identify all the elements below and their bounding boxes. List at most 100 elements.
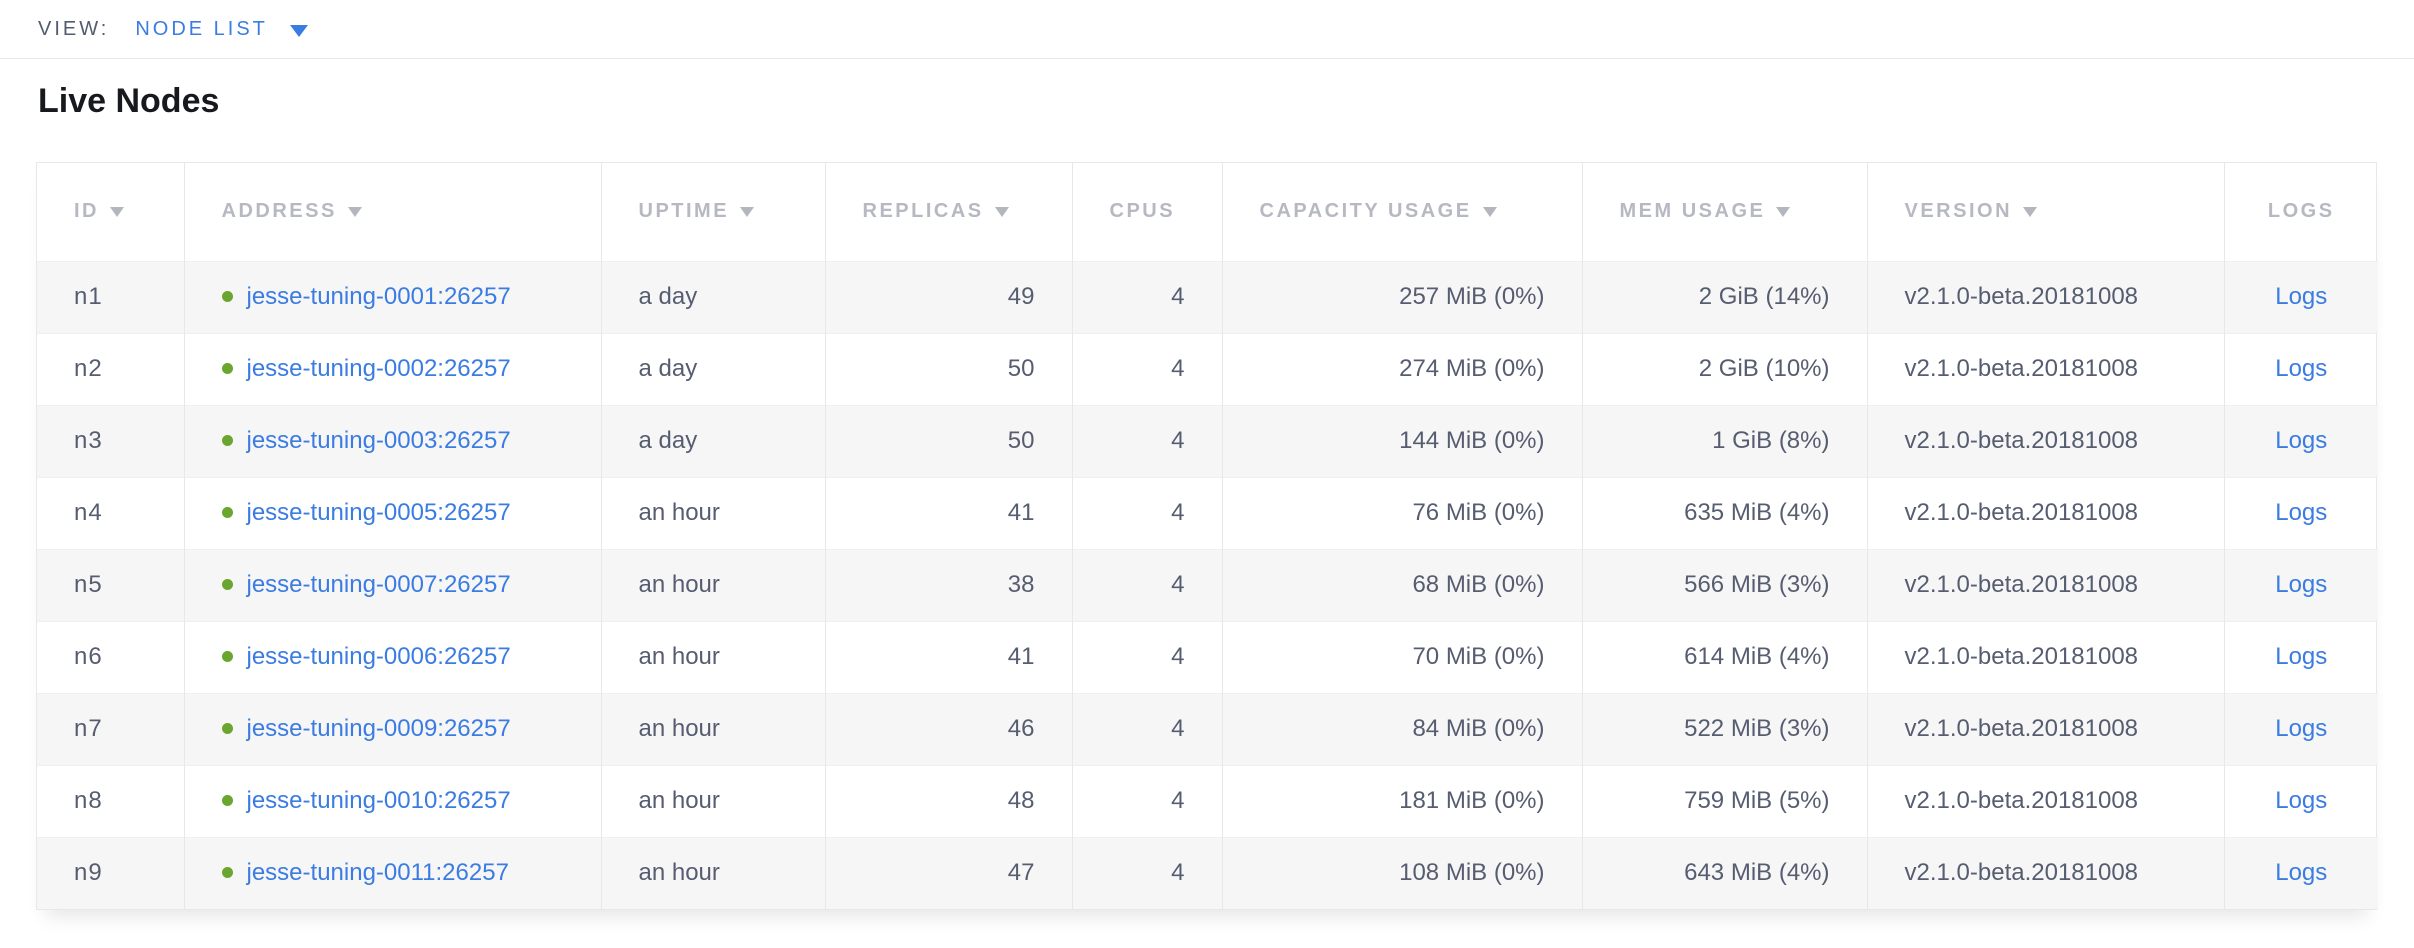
cell-cpus: 4 xyxy=(1072,549,1222,621)
node-logs-link[interactable]: Logs xyxy=(2275,355,2327,382)
cell-id: n6 xyxy=(37,621,184,693)
node-address-link[interactable]: jesse-tuning-0003:26257 xyxy=(247,427,511,454)
column-header-replicas[interactable]: REPLICAS xyxy=(825,163,1072,261)
cell-id: n7 xyxy=(37,693,184,765)
cell-version: v2.1.0-beta.20181008 xyxy=(1867,405,2224,477)
cell-mem: 635 MiB (4%) xyxy=(1582,477,1867,549)
cell-version: v2.1.0-beta.20181008 xyxy=(1867,333,2224,405)
column-header-label: CPUS xyxy=(1110,200,1176,222)
cell-id: n1 xyxy=(37,261,184,333)
view-bar: VIEW: NODE LIST xyxy=(0,0,2414,59)
cell-mem: 522 MiB (3%) xyxy=(1582,693,1867,765)
cell-replicas: 41 xyxy=(825,477,1072,549)
cell-address: jesse-tuning-0010:26257 xyxy=(184,765,601,837)
dropdown-arrow-icon xyxy=(290,25,308,37)
cell-uptime: a day xyxy=(601,405,825,477)
node-logs-link[interactable]: Logs xyxy=(2275,283,2327,310)
cell-cpus: 4 xyxy=(1072,477,1222,549)
cell-logs: Logs xyxy=(2224,261,2378,333)
cell-id: n2 xyxy=(37,333,184,405)
cell-logs: Logs xyxy=(2224,765,2378,837)
cell-id: n4 xyxy=(37,477,184,549)
node-logs-link[interactable]: Logs xyxy=(2275,715,2327,742)
node-address-link[interactable]: jesse-tuning-0011:26257 xyxy=(247,859,509,886)
cell-id: n5 xyxy=(37,549,184,621)
cell-replicas: 38 xyxy=(825,549,1072,621)
cell-capacity: 70 MiB (0%) xyxy=(1222,621,1582,693)
cell-uptime: an hour xyxy=(601,693,825,765)
cell-cpus: 4 xyxy=(1072,837,1222,909)
table-row: n4 jesse-tuning-0005:26257 an hour41476 Mi… xyxy=(37,477,2378,549)
node-address-link[interactable]: jesse-tuning-0006:26257 xyxy=(247,643,511,670)
cell-version: v2.1.0-beta.20181008 xyxy=(1867,837,2224,909)
column-header-id[interactable]: ID xyxy=(37,163,184,261)
cell-logs: Logs xyxy=(2224,405,2378,477)
node-address-link[interactable]: jesse-tuning-0010:26257 xyxy=(247,787,511,814)
cell-address: jesse-tuning-0006:26257 xyxy=(184,621,601,693)
column-header-cpus: CPUS xyxy=(1072,163,1222,261)
node-logs-link[interactable]: Logs xyxy=(2275,499,2327,526)
cell-replicas: 46 xyxy=(825,693,1072,765)
table-row: n5jesse-tuning-0007:26257an hour38468 Mi… xyxy=(37,549,2378,621)
node-status-icon xyxy=(222,867,233,878)
cell-version: v2.1.0-beta.20181008 xyxy=(1867,621,2224,693)
node-status-icon xyxy=(222,651,233,662)
cell-version: v2.1.0-beta.20181008 xyxy=(1867,765,2224,837)
node-logs-link[interactable]: Logs xyxy=(2275,859,2327,886)
column-header-mem[interactable]: MEM USAGE xyxy=(1582,163,1867,261)
node-address-link[interactable]: jesse-tuning-0007:26257 xyxy=(247,571,511,598)
cell-replicas: 49 xyxy=(825,261,1072,333)
node-logs-link[interactable]: Logs xyxy=(2275,643,2327,670)
column-header-version[interactable]: VERSION xyxy=(1867,163,2224,261)
cell-logs: Logs xyxy=(2224,477,2378,549)
cell-uptime: a day xyxy=(601,333,825,405)
column-header-uptime[interactable]: UPTIME xyxy=(601,163,825,261)
cell-id: n9 xyxy=(37,837,184,909)
node-status-icon xyxy=(222,435,233,446)
cell-id: n8 xyxy=(37,765,184,837)
column-header-label: UPTIME xyxy=(639,200,730,222)
node-logs-link[interactable]: Logs xyxy=(2275,787,2327,814)
table-row: n1jesse-tuning-0001:26257a day494257 MiB… xyxy=(37,261,2378,333)
node-address-link[interactable]: jesse-tuning-0001:26257 xyxy=(247,283,511,310)
cell-mem: 1 GiB (8%) xyxy=(1582,405,1867,477)
node-address-link[interactable]: jesse-tuning-0002:26257 xyxy=(247,355,511,382)
cell-uptime: an hour xyxy=(601,477,825,549)
cell-uptime: a day xyxy=(601,261,825,333)
node-address-link[interactable]: jesse-tuning-0009:26257 xyxy=(247,715,511,742)
sort-desc-icon xyxy=(995,207,1009,217)
cell-address: jesse-tuning-0002:26257 xyxy=(184,333,601,405)
cell-mem: 2 GiB (10%) xyxy=(1582,333,1867,405)
table-row: n8jesse-tuning-0010:26257an hour484181 M… xyxy=(37,765,2378,837)
cell-replicas: 48 xyxy=(825,765,1072,837)
page-title: Live Nodes xyxy=(0,59,2414,120)
column-header-capacity[interactable]: CAPACITY USAGE xyxy=(1222,163,1582,261)
cell-logs: Logs xyxy=(2224,621,2378,693)
cell-cpus: 4 xyxy=(1072,405,1222,477)
node-status-icon xyxy=(222,579,233,590)
table-row: n2jesse-tuning-0002:26257a day504274 MiB… xyxy=(37,333,2378,405)
node-logs-link[interactable]: Logs xyxy=(2275,571,2327,598)
sort-desc-icon xyxy=(348,207,362,217)
node-status-icon xyxy=(222,723,233,734)
cell-address: jesse-tuning-0003:26257 xyxy=(184,405,601,477)
cell-mem: 759 MiB (5%) xyxy=(1582,765,1867,837)
cell-capacity: 76 MiB (0%) xyxy=(1222,477,1582,549)
column-header-label: ID xyxy=(74,200,99,222)
cell-address: jesse-tuning-0001:26257 xyxy=(184,261,601,333)
view-selector-dropdown[interactable]: NODE LIST xyxy=(135,18,308,41)
cell-id: n3 xyxy=(37,405,184,477)
node-logs-link[interactable]: Logs xyxy=(2275,427,2327,454)
column-header-address[interactable]: ADDRESS xyxy=(184,163,601,261)
node-address-link[interactable]: jesse-tuning-0005:26257 xyxy=(247,499,511,526)
column-header-label: ADDRESS xyxy=(222,200,337,222)
cell-mem: 566 MiB (3%) xyxy=(1582,549,1867,621)
cell-capacity: 68 MiB (0%) xyxy=(1222,549,1582,621)
cell-uptime: an hour xyxy=(601,765,825,837)
column-header-label: LOGS xyxy=(2268,200,2335,222)
cell-cpus: 4 xyxy=(1072,621,1222,693)
cell-address: jesse-tuning-0007:26257 xyxy=(184,549,601,621)
cell-version: v2.1.0-beta.20181008 xyxy=(1867,693,2224,765)
cell-version: v2.1.0-beta.20181008 xyxy=(1867,549,2224,621)
cell-replicas: 47 xyxy=(825,837,1072,909)
